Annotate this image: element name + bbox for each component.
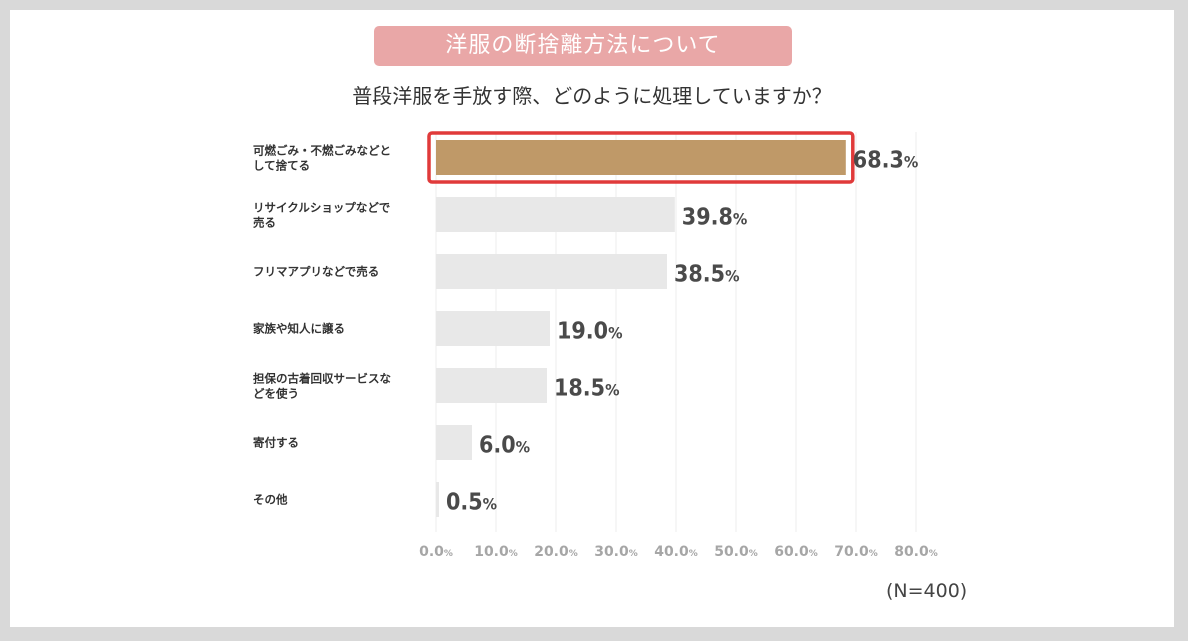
value-label-2: 38.5%	[674, 262, 739, 288]
category-label-5: 寄付する	[253, 436, 299, 450]
value-label-1: 39.8%	[682, 205, 747, 231]
value-label-4: 18.5%	[554, 376, 619, 402]
bar-2	[436, 254, 667, 289]
bar-4	[436, 368, 547, 403]
chart-panel: 洋服の断捨離方法について 普段洋服を手放す際、どのように処理していますか？ 可燃…	[10, 10, 1174, 627]
bar-chart: 可燃ごみ・不燃ごみなどとして捨てる 68.3% リサイクルショップなどで売る 39.8…	[253, 131, 938, 560]
value-label-5: 6.0%	[479, 433, 530, 459]
chart-title-banner: 洋服の断捨離方法について	[374, 26, 792, 66]
category-label-3: 家族や知人に譲る	[253, 322, 345, 336]
highlight-frame	[427, 131, 855, 184]
x-tick-label-4: 40.0%	[654, 544, 698, 560]
bar-5	[436, 425, 472, 460]
bar-6	[436, 482, 439, 517]
bar-1	[436, 197, 675, 232]
category-label-2: フリマアプリなどで売る	[253, 265, 379, 279]
x-tick-label-2: 20.0%	[534, 544, 578, 560]
value-label-6: 0.5%	[446, 490, 497, 516]
x-tick-label-0: 0.0%	[419, 544, 453, 560]
category-label-1: リサイクルショップなどで売る	[253, 201, 390, 230]
value-label-3: 19.0%	[557, 319, 622, 345]
category-label-6: その他	[253, 493, 288, 507]
x-tick-label-5: 50.0%	[714, 544, 758, 560]
value-label-0: 68.3%	[853, 148, 918, 174]
bar-3	[436, 311, 550, 346]
x-tick-label-1: 10.0%	[474, 544, 518, 560]
survey-question: 普段洋服を手放す際、どのように処理していますか？	[352, 84, 832, 108]
category-label-0: 可燃ごみ・不燃ごみなどとして捨てる	[253, 144, 391, 173]
x-tick-label-3: 30.0%	[594, 544, 638, 560]
x-tick-label-7: 70.0%	[834, 544, 878, 560]
x-tick-label-6: 60.0%	[774, 544, 818, 560]
sample-size-note: (N=400)	[886, 580, 968, 602]
category-label-4: 担保の古着回収サービスなどを使う	[253, 372, 391, 401]
x-tick-label-8: 80.0%	[894, 544, 938, 560]
bar-0	[436, 140, 846, 175]
